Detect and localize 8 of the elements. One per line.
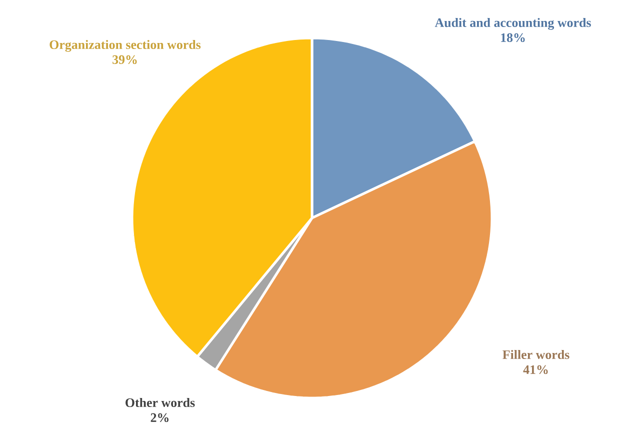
- data-label: 18%: [501, 33, 525, 42]
- slice-label: Organization section words: [50, 40, 201, 52]
- slice-label: Filler words: [502, 350, 570, 360]
- data-label: 2%: [150, 413, 168, 422]
- slice-label: Audit and accounting words: [434, 18, 591, 30]
- data-label: 41%: [523, 365, 548, 374]
- slice-label: Other words: [126, 398, 195, 408]
- data-label: 39%: [112, 55, 137, 64]
